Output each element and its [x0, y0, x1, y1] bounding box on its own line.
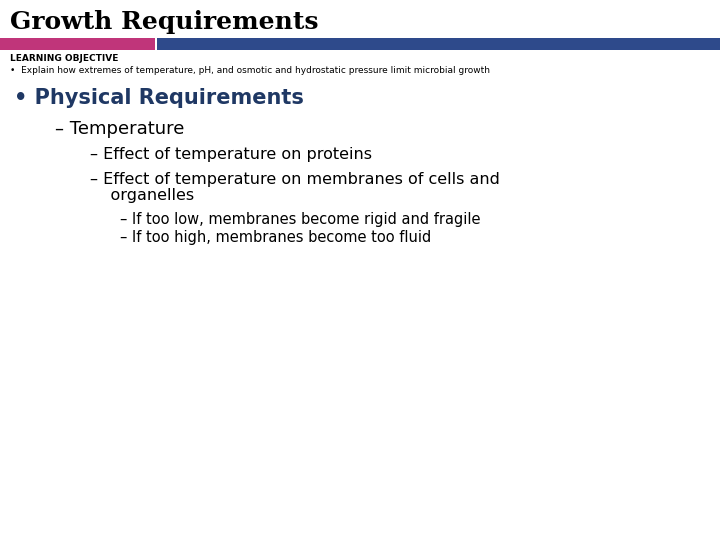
- Text: – Effect of temperature on proteins: – Effect of temperature on proteins: [90, 147, 372, 162]
- Bar: [157, 38, 720, 50]
- Bar: [0, 38, 155, 50]
- Text: organelles: organelles: [90, 188, 194, 203]
- Text: – If too high, membranes become too fluid: – If too high, membranes become too flui…: [120, 230, 431, 245]
- Text: Growth Requirements: Growth Requirements: [10, 10, 318, 34]
- Text: • Physical Requirements: • Physical Requirements: [14, 88, 304, 108]
- Text: •  Explain how extremes of temperature, pH, and osmotic and hydrostatic pressure: • Explain how extremes of temperature, p…: [10, 66, 490, 75]
- Text: – If too low, membranes become rigid and fragile: – If too low, membranes become rigid and…: [120, 212, 480, 227]
- Text: LEARNING OBJECTIVE: LEARNING OBJECTIVE: [10, 54, 118, 63]
- Text: – Temperature: – Temperature: [55, 120, 184, 138]
- Text: – Effect of temperature on membranes of cells and: – Effect of temperature on membranes of …: [90, 172, 500, 187]
